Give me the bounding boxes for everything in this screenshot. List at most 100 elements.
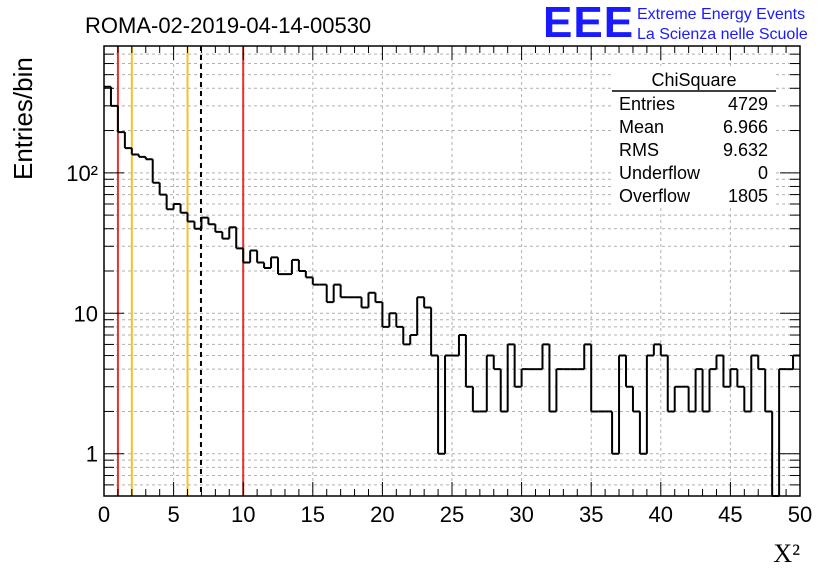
histogram-bin [277,257,285,276]
histogram-bin [270,256,278,269]
stats-label: RMS [619,140,659,160]
histogram-bin [631,386,640,413]
histogram-bin [395,313,404,328]
histogram-bin [290,258,299,275]
histogram-bin [485,354,494,412]
histogram-bin [423,297,432,309]
histogram-bin [694,368,703,412]
histogram-bin [137,154,146,158]
histogram-bin [360,297,369,309]
histogram-bin [471,386,480,413]
histogram-bin [242,248,251,264]
histogram-bin [311,277,320,286]
stats-label: Overflow [619,186,691,206]
histogram-bin [158,182,167,196]
stats-label: Underflow [619,163,701,183]
histogram-bin [109,86,118,107]
histogram-bin [263,262,272,270]
logo-line-1: Extreme Energy Events [637,6,806,23]
x-tick-label: 30 [509,502,533,527]
x-tick-label: 35 [579,502,603,527]
histogram-bin [388,312,397,327]
histogram-bin [214,224,223,233]
histogram-bin [221,231,230,240]
grid [104,46,800,496]
histogram-bin [687,386,696,413]
histogram-bin [499,369,508,413]
axes [103,45,801,497]
histogram-bin [548,344,557,413]
histogram-bin [325,284,334,304]
histogram-bin [590,344,599,413]
histogram-bin [193,221,202,230]
histogram-bin [256,250,265,264]
x-tick-label: 40 [649,502,673,527]
histogram-bin [583,343,592,370]
stats-label: Mean [619,117,664,137]
histogram-bin [402,326,411,346]
stats-value: 4729 [728,94,768,114]
histogram-bin [625,355,633,388]
histogram-bin [506,343,515,412]
histogram-bin [743,386,752,413]
stats-box: ChiSquare Entries 4729 Mean 6.966 RMS 9.632 Un… [612,66,776,206]
histogram-bin [492,355,501,371]
histogram-bin [437,355,446,455]
histogram-bin [304,271,313,279]
histogram-bars [104,85,800,497]
histogram-bin [513,344,522,388]
histogram-bin [151,159,160,184]
histogram-bin [172,202,181,210]
histogram-bin [715,354,724,370]
eee-logo-mark: EEE [543,0,635,47]
histogram-bin [778,368,787,496]
histogram-bin [339,284,348,299]
x-tick-label: 10 [231,502,255,527]
histogram-bin [228,226,237,239]
histogram-bin [235,227,244,250]
x-tick-label: 45 [718,502,742,527]
histogram-bin [464,335,473,388]
histogram-bin [708,368,717,412]
histogram-bin [179,203,188,214]
y-tick-label: 10² [66,161,98,186]
histogram-bin [381,302,390,328]
histogram-bin [764,369,773,413]
histogram-bin [409,334,418,345]
histogram-bin [729,368,738,387]
histogram-bin [520,368,529,387]
eee-logo: EEE Extreme Energy Events La Scienza nel… [543,0,833,47]
x-tick-labels: 0 5 10 15 20 25 30 35 40 45 50 [98,502,812,527]
histogram-bin [750,354,759,412]
stats-value: 0 [758,163,768,183]
histogram-bin [736,369,745,388]
x-tick-label: 50 [788,502,812,527]
x-tick-label: 5 [167,502,179,527]
histogram-bin [666,355,675,413]
histogram-bin [144,156,153,161]
histogram-bin [249,249,258,263]
histogram-bin [555,368,564,412]
stats-label: Entries [619,94,675,114]
histogram-bin [430,307,439,357]
histogram-bin [207,217,216,226]
histogram-bin [374,292,383,304]
histogram-bin [757,355,766,371]
histogram-bin [165,194,174,211]
histogram-bin [541,343,550,370]
histogram-bin [123,132,132,150]
x-tick-label: 20 [370,502,394,527]
stats-value: 1805 [728,186,768,206]
histogram-bin [130,148,139,156]
histogram-bin [297,259,306,272]
stats-value: 9.632 [723,140,768,160]
x-axis-label: X² [773,539,800,568]
y-tick-labels: 1 10 10² [66,161,98,467]
histogram-bin [645,354,654,454]
y-tick-label: 10 [74,301,98,326]
histogram-bin [638,411,647,455]
histogram-bin [652,343,661,356]
chart-title: ROMA-02-2019-04-14-00530 [85,13,371,38]
stats-value: 6.966 [723,117,768,137]
